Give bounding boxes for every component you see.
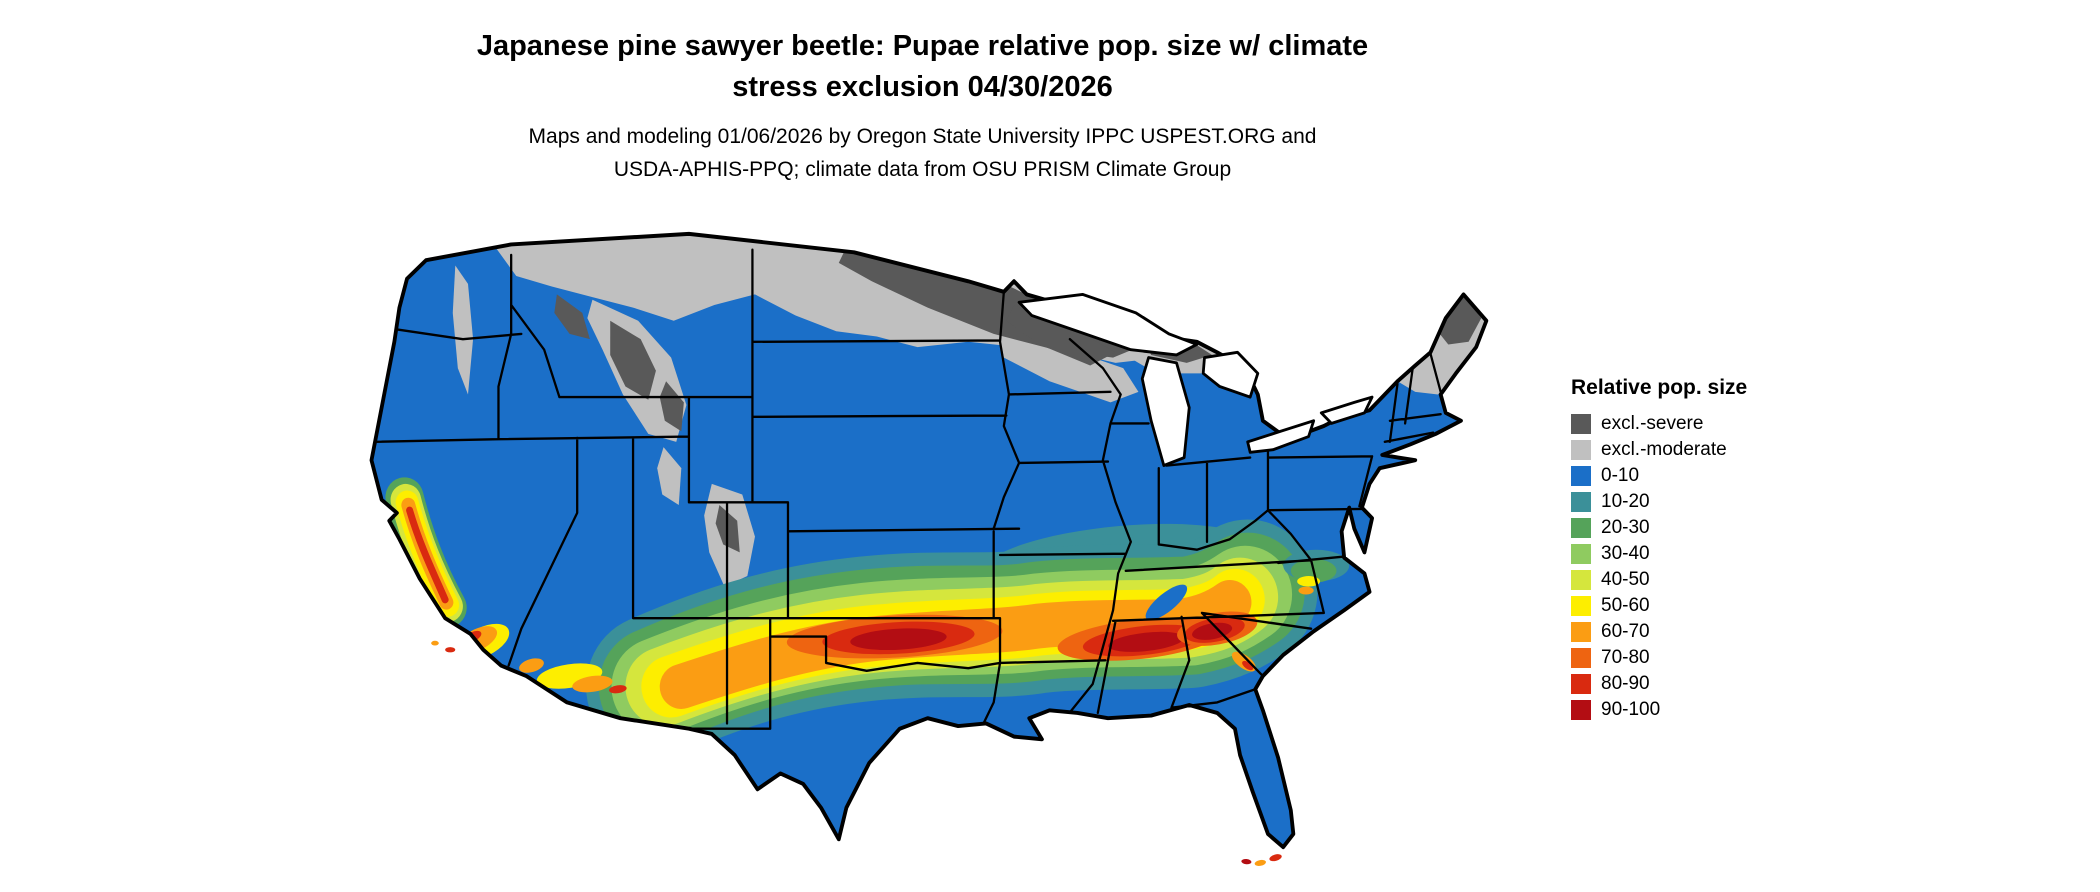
legend-item: 30-40	[1571, 541, 1747, 567]
legend-swatch	[1571, 570, 1591, 590]
arizona-80-90	[609, 685, 627, 694]
page-subtitle: Maps and modeling 01/06/2026 by Oregon S…	[0, 120, 1845, 186]
legend-item-label: 0-10	[1601, 465, 1640, 486]
legend-item: 60-70	[1571, 619, 1747, 645]
excl-severe-minnesota	[1006, 304, 1116, 366]
lake-superior	[1017, 292, 1199, 357]
legend-item: 80-90	[1571, 671, 1747, 697]
legend-swatch	[1571, 596, 1591, 616]
state-borders	[372, 248, 1442, 730]
legend-item-label: 50-60	[1601, 595, 1650, 616]
legend-swatch	[1571, 492, 1591, 512]
page-title-line2: stress exclusion 04/30/2026	[732, 71, 1113, 103]
legend-item: excl.-moderate	[1571, 437, 1747, 463]
legend-item: 20-30	[1571, 515, 1747, 541]
legend-item: 10-20	[1571, 489, 1747, 515]
lake-huron	[1201, 350, 1260, 399]
legend-swatch	[1571, 622, 1591, 642]
excl-moderate-wasatch	[657, 447, 682, 505]
page-subtitle-line1: Maps and modeling 01/06/2026 by Oregon S…	[528, 125, 1317, 148]
page-title: Japanese pine sawyer beetle: Pupae relat…	[0, 26, 1845, 108]
raster-layers	[372, 233, 1487, 759]
page-subtitle-line2: USDA-APHIS-PPQ; climate data from OSU PR…	[613, 158, 1232, 181]
coastal-nc-50-60	[1297, 576, 1321, 587]
legend-swatch	[1571, 518, 1591, 538]
core-90-100-texas	[850, 628, 947, 651]
legend-item: excl.-severe	[1571, 411, 1747, 437]
conus-population-map	[369, 231, 1489, 866]
coastal-nc-60-70	[1298, 586, 1314, 595]
legend-item: 0-10	[1571, 463, 1747, 489]
florida-keys-60-70	[1254, 859, 1266, 866]
florida-keys-80-90	[1269, 854, 1282, 862]
legend-item-label: 90-100	[1601, 699, 1661, 720]
legend-item: 90-100	[1571, 697, 1747, 723]
legend-swatch	[1571, 414, 1591, 434]
legend-items: excl.-severe excl.-moderate 0-10 10-20 20-30…	[1571, 411, 1747, 723]
florida-keys-90-100	[1241, 858, 1252, 865]
legend-item: 70-80	[1571, 645, 1747, 671]
page-title-line1: Japanese pine sawyer beetle: Pupae relat…	[476, 30, 1369, 62]
core-90-100-southeast	[1108, 631, 1184, 652]
legend-item-label: 40-50	[1601, 569, 1650, 590]
legend-item-label: 80-90	[1601, 673, 1650, 694]
legend-title: Relative pop. size	[1571, 376, 1748, 399]
legend-swatch	[1571, 544, 1591, 564]
legend: Relative pop. size excl.-severe excl.-mod…	[1571, 376, 1747, 723]
legend-item-label: excl.-moderate	[1601, 439, 1727, 460]
legend-item: 40-50	[1571, 567, 1747, 593]
legend-item-label: 30-40	[1601, 543, 1650, 564]
legend-item-label: 10-20	[1601, 491, 1650, 512]
core-90-100-carolinas	[1192, 622, 1233, 640]
us-outline	[369, 231, 1489, 850]
lake-ontario	[1319, 395, 1374, 425]
valley-80-90	[406, 506, 449, 604]
legend-swatch	[1571, 674, 1591, 694]
excl-moderate-cascades	[452, 265, 474, 395]
lake-michigan	[1140, 356, 1191, 467]
legend-item-label: 60-70	[1601, 621, 1650, 642]
excl-severe-north-maine	[1435, 294, 1482, 345]
lake-erie	[1246, 419, 1316, 454]
legend-swatch	[1571, 700, 1591, 720]
appalachian-blue-streak	[1145, 584, 1188, 621]
mojave-60-70	[519, 658, 544, 673]
channel-islands-60-70	[431, 640, 439, 646]
excl-moderate-minnesota-lobe	[1000, 339, 1139, 403]
arizona-60-70	[572, 675, 613, 693]
legend-swatch	[1571, 648, 1591, 668]
legend-item-label: 70-80	[1601, 647, 1650, 668]
legend-swatch	[1571, 466, 1591, 486]
excl-severe-adirondack-spot	[1356, 374, 1378, 391]
coastal-georgia-80-90	[1242, 660, 1254, 671]
excl-severe-wyoming	[659, 381, 684, 432]
excl-severe-idaho-panhandle	[554, 294, 590, 340]
legend-swatch	[1571, 440, 1591, 460]
legend-item-label: excl.-severe	[1601, 413, 1704, 434]
legend-item: 50-60	[1571, 593, 1747, 619]
channel-islands-80-90	[445, 647, 456, 653]
legend-item-label: 20-30	[1601, 517, 1650, 538]
excl-severe-idaho-montana	[610, 320, 656, 400]
